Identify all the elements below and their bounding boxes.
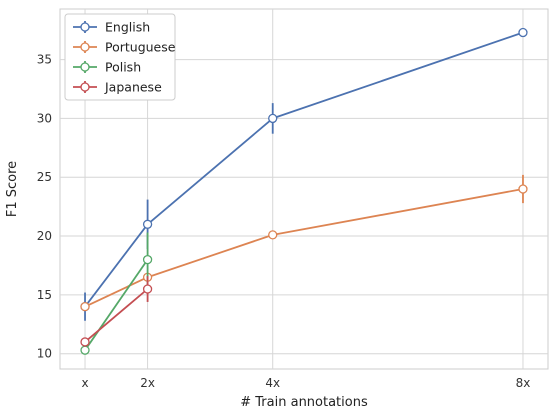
legend-item-japanese: Japanese	[73, 80, 162, 95]
x-tick-label: 2x	[140, 376, 155, 390]
data-point	[80, 301, 90, 312]
data-point	[518, 184, 528, 194]
data-point	[268, 113, 278, 124]
data-point	[518, 27, 528, 38]
y-tick-label: 30	[37, 111, 52, 125]
legend: English Portuguese Polish Japanese	[64, 13, 176, 101]
x-tick-label: 4x	[265, 376, 280, 390]
legend-swatch-marker	[80, 42, 90, 52]
legend-item-english: English	[73, 20, 150, 35]
data-point	[142, 254, 153, 265]
series-group	[80, 27, 528, 355]
legend-label: English	[105, 20, 150, 35]
series-japanese	[80, 276, 153, 347]
y-tick-label: 35	[37, 53, 52, 67]
series-line	[84, 188, 524, 308]
legend-swatch-marker	[80, 62, 90, 72]
legend-item-portuguese: Portuguese	[73, 40, 176, 55]
legend-label: Polish	[105, 60, 141, 75]
x-tick-label: x	[81, 376, 88, 390]
y-axis-label: F1 Score	[5, 161, 20, 217]
y-tick-label: 15	[37, 288, 52, 302]
tick-labels: x 2x 4x 8x 10 15 20 25 30 35	[37, 53, 531, 390]
data-point	[80, 337, 90, 347]
legend-label: Japanese	[104, 80, 162, 95]
series-line	[84, 31, 524, 308]
data-point	[268, 230, 278, 240]
series-line	[84, 259, 149, 351]
legend-swatch-marker	[80, 22, 90, 32]
legend-label: Portuguese	[105, 40, 176, 55]
x-axis-label: # Train annotations	[240, 395, 368, 410]
data-point	[142, 219, 153, 229]
legend-box	[64, 13, 176, 101]
legend-swatch-marker	[80, 82, 90, 92]
series-line	[84, 288, 149, 343]
data-point	[80, 345, 90, 355]
legend-item-polish: Polish	[73, 60, 141, 75]
data-point	[142, 284, 153, 294]
y-tick-label: 10	[37, 347, 52, 361]
x-tick-label: 8x	[516, 376, 531, 390]
y-tick-label: 25	[37, 170, 52, 184]
y-tick-label: 20	[37, 229, 52, 243]
